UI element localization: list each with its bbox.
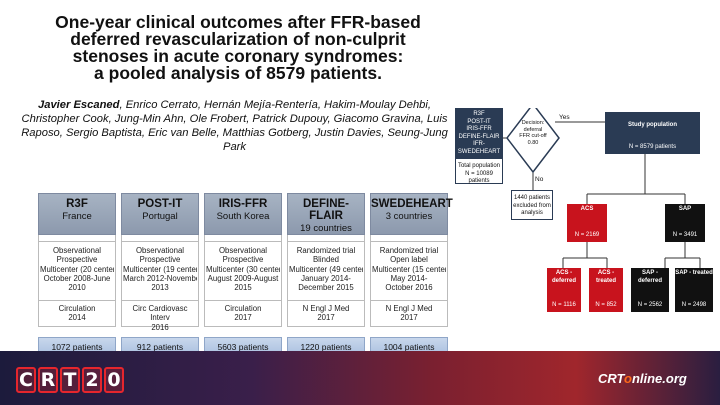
- acs-box: ACS N = 2169: [567, 204, 607, 242]
- study-design: Randomized trial Blinded Multicenter (49…: [287, 241, 365, 301]
- author-list: Javier Escaned, Enrico Cerrato, Hernán M…: [12, 98, 457, 154]
- study-country: Portugal: [142, 211, 178, 222]
- no-label: No: [535, 176, 544, 183]
- study-publication: Circulation 2017: [204, 301, 282, 327]
- study-column: POST-IT Portugal Observational Prospecti…: [121, 193, 199, 365]
- study-name: R3F: [66, 198, 88, 210]
- study-country: France: [62, 211, 92, 222]
- study-design: Observational Prospective Multicenter (2…: [38, 241, 116, 301]
- study-publication: Circ Cardiovasc Interv 2016: [121, 301, 199, 332]
- study-publication: Circulation 2014: [38, 301, 116, 327]
- sap-deferred-box: SAP - deferred N = 2562: [631, 268, 669, 312]
- study-table: R3F France Observational Prospective Mul…: [38, 193, 453, 365]
- acs-treated-box: ACS - treated N = 852: [589, 268, 623, 312]
- crtonline-logo: CRTonline.org: [598, 371, 687, 386]
- study-publication: N Engl J Med 2017: [370, 301, 448, 327]
- study-column: SWEDEHEART 3 countries Randomized trial …: [370, 193, 453, 365]
- study-name: DEFINE- FLAIR: [303, 198, 349, 222]
- study-population-box: Study population N = 8579 patients: [605, 112, 700, 154]
- study-design: Observational Prospective Multicenter (1…: [121, 241, 199, 301]
- flow-connectors: [503, 108, 701, 268]
- yes-label: Yes: [559, 114, 570, 121]
- study-header: R3F France: [38, 193, 116, 235]
- study-header: POST-IT Portugal: [121, 193, 199, 235]
- acs-deferred-box: ACS - deferred N = 1116: [547, 268, 581, 312]
- footer-banner: [0, 351, 720, 405]
- study-publication: N Engl J Med 2017: [287, 301, 365, 327]
- total-population-box: Total population N = 10089 patients: [455, 158, 503, 184]
- study-country: 19 countries: [300, 223, 352, 234]
- decision-text: Decision: deferral FFR cut-off 0.80: [519, 120, 547, 146]
- study-column: R3F France Observational Prospective Mul…: [38, 193, 116, 365]
- lead-author: Javier Escaned: [38, 99, 120, 111]
- sap-box: SAP N = 3491: [665, 204, 705, 242]
- study-name: POST-IT: [137, 198, 183, 210]
- study-country: South Korea: [216, 211, 270, 222]
- study-header: DEFINE- FLAIR 19 countries: [287, 193, 365, 235]
- co-authors: , Enrico Cerrato, Hernán Mejía-Rentería,…: [21, 99, 448, 153]
- decision-diamond: [506, 108, 560, 174]
- study-name: SWEDEHEART: [371, 198, 453, 210]
- crt20-logo: C R T 2 0: [16, 367, 124, 395]
- excluded-box: 1440 patients excluded from analysis: [511, 190, 553, 220]
- study-design: Randomized trial Open label Multicenter …: [370, 241, 448, 301]
- study-column: DEFINE- FLAIR 19 countries Randomized tr…: [287, 193, 365, 365]
- sap-treated-box: SAP - treated N = 2498: [675, 268, 713, 312]
- study-header: IRIS-FFR South Korea: [204, 193, 282, 235]
- study-column: IRIS-FFR South Korea Observational Prosp…: [204, 193, 282, 365]
- study-country: 3 countries: [385, 211, 433, 222]
- study-design: Observational Prospective Multicenter (3…: [204, 241, 282, 301]
- patient-flowchart: R3F POST-IT IRIS-FFR DEFINE-FLAIR IFR-SW…: [455, 108, 715, 323]
- study-name: IRIS-FFR: [218, 198, 268, 210]
- registries-box: R3F POST-IT IRIS-FFR DEFINE-FLAIR IFR-SW…: [455, 108, 503, 158]
- study-header: SWEDEHEART 3 countries: [370, 193, 453, 235]
- slide-title: One-year clinical outcomes after FFR-bas…: [55, 12, 421, 83]
